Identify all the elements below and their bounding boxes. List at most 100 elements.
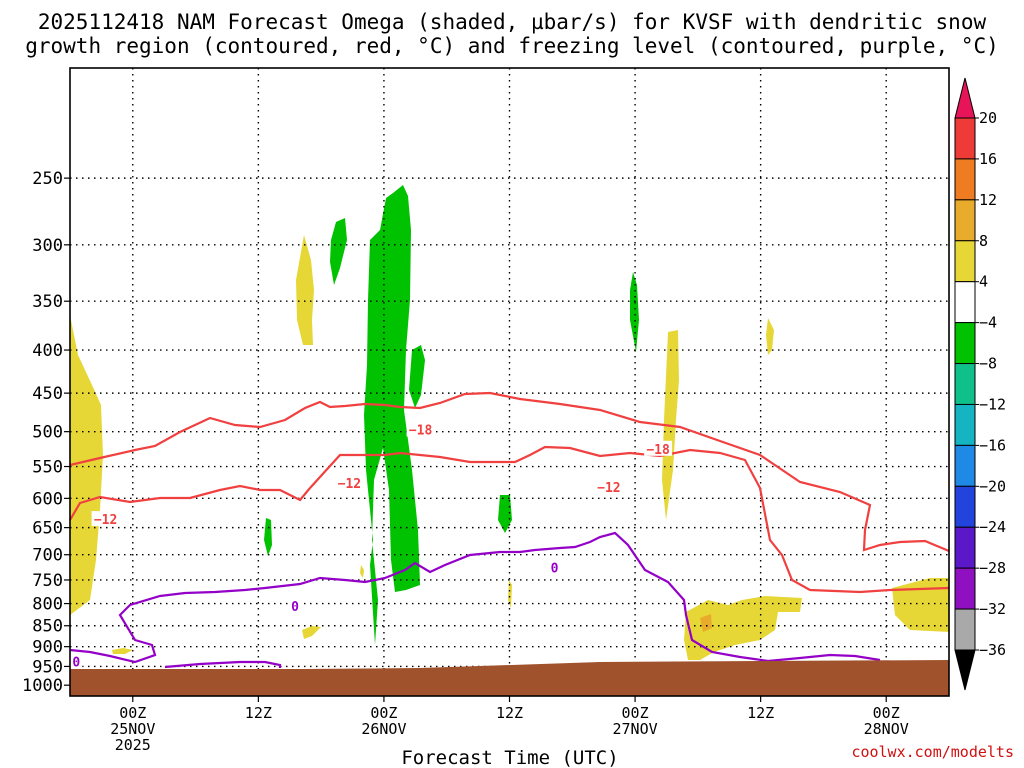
contour-label: 0 (551, 562, 559, 577)
y-tick-label: 400 (32, 341, 63, 361)
omega-area (264, 518, 272, 556)
x-tick-label: 12Z (747, 704, 774, 722)
colorbar: 20 16 12 8 4 −4 −8 −12 −16 −20 −24 −28 −32 −36 (954, 77, 1006, 691)
y-tick-label: 750 (32, 571, 63, 591)
contour-label-bg (406, 421, 435, 437)
freezing-level-contour (69, 531, 881, 664)
colorbar-swatch (954, 485, 976, 528)
colorbar-swatch (954, 526, 976, 569)
y-tick-label: 550 (32, 458, 63, 478)
colorbar-swatch (954, 322, 976, 365)
contour-label-bg (70, 653, 83, 669)
x-tick-label: 12Z (245, 704, 272, 722)
contour-label-bg (594, 479, 623, 495)
y-tick-label: 800 (32, 595, 63, 615)
x-tick-label: 2025 (115, 736, 151, 754)
y-tick-label: 1000 (22, 676, 63, 696)
colorbar-label: −32 (979, 600, 1006, 618)
colorbar-swatch (954, 158, 976, 201)
colorbar-swatch (954, 608, 976, 651)
colorbar-label: −12 (979, 395, 1006, 413)
omega-area (684, 596, 802, 660)
colorbar-swatch (954, 240, 976, 283)
y-tick-label: 700 (32, 546, 63, 566)
colorbar-top-arrow (954, 77, 976, 119)
colorbar-label: 8 (979, 232, 988, 250)
x-tick-label: 27NOV (612, 720, 657, 738)
omega-area (330, 218, 347, 285)
omega-area (364, 185, 420, 645)
y-tick-label: 850 (32, 617, 63, 637)
omega-area (892, 578, 949, 632)
x-tick-label: 28NOV (864, 720, 909, 738)
x-tick-label: 00Z (622, 704, 649, 722)
colorbar-label: 12 (979, 191, 997, 209)
colorbar-label: −16 (979, 436, 1006, 454)
colorbar-label: 20 (979, 109, 997, 127)
contour-label-bg (644, 440, 673, 456)
contour-label: 0 (291, 600, 299, 615)
colorbar-bottom-arrow (954, 649, 976, 691)
contour-label: −18 (646, 443, 670, 458)
omega-area (630, 272, 639, 352)
contour-label-bg (91, 511, 120, 527)
y-tick-label: 350 (32, 292, 63, 312)
colorbar-swatch (954, 403, 976, 446)
colorbar-label: −4 (979, 314, 997, 332)
x-tick-label: 26NOV (361, 720, 406, 738)
omega-area (508, 580, 512, 608)
omega-area (70, 315, 103, 615)
dgz-contour-minus12-upper (309, 445, 950, 594)
contour-label-bg (335, 474, 364, 490)
chart-title-line2: growth region (contoured, red, °C) and f… (25, 34, 999, 58)
colorbar-label: −8 (979, 355, 997, 373)
contour-label: 0 (72, 655, 80, 670)
omega-area (302, 626, 321, 639)
y-tick-label: 600 (32, 489, 63, 509)
x-tick-label: 00Z (873, 704, 900, 722)
y-tick-label: 900 (32, 638, 63, 658)
contour-label-bg (288, 597, 301, 613)
y-tick-label: 500 (32, 423, 63, 443)
omega-area (296, 235, 314, 345)
x-axis-label: Forecast Time (UTC) (401, 747, 618, 768)
colorbar-swatch (954, 444, 976, 487)
colorbar-label: −20 (979, 477, 1006, 495)
colorbar-swatch (954, 117, 976, 160)
omega-area (700, 614, 712, 632)
ground-terrain (70, 660, 949, 696)
colorbar-swatch (954, 199, 976, 242)
y-axis: 2503003504004505005506006507007508008509… (22, 169, 70, 696)
omega-area (409, 345, 425, 408)
colorbar-label: −28 (979, 559, 1006, 577)
colorbar-label: −24 (979, 518, 1006, 536)
omega-area (112, 648, 133, 654)
omega-area (498, 495, 512, 533)
y-tick-label: 650 (32, 519, 63, 539)
contour-label: −12 (94, 513, 117, 528)
x-tick-label: 00Z (370, 704, 397, 722)
contour-label: −12 (597, 481, 620, 496)
y-tick-label: 300 (32, 236, 63, 256)
credit-link[interactable]: coolwx.com/modelts (851, 743, 1014, 761)
colorbar-label: 4 (979, 273, 988, 291)
dgz-contour-minus18 (69, 391, 950, 553)
freezing-level-contour-lower (164, 660, 282, 669)
colorbar-label: 16 (979, 150, 997, 168)
contour-label-bg (548, 559, 561, 575)
x-tick-label: 12Z (496, 704, 523, 722)
y-tick-label: 950 (32, 657, 63, 677)
y-tick-label: 450 (32, 384, 63, 404)
contours (69, 391, 950, 669)
omega-area (360, 565, 364, 578)
omega-area (766, 318, 774, 355)
contour-labels: −18 −18 −12 −12 −12 0 0 0 (70, 421, 673, 670)
dgz-contour-minus12-lower (69, 484, 311, 521)
x-tick-label: 25NOV (110, 720, 155, 738)
contour-label: −12 (338, 477, 361, 492)
colorbar-swatch (954, 363, 976, 405)
y-tick-label: 250 (32, 169, 63, 189)
chart-title-line1: 2025112418 NAM Forecast Omega (shaded, µ… (38, 10, 987, 34)
colorbar-swatch (954, 281, 976, 324)
